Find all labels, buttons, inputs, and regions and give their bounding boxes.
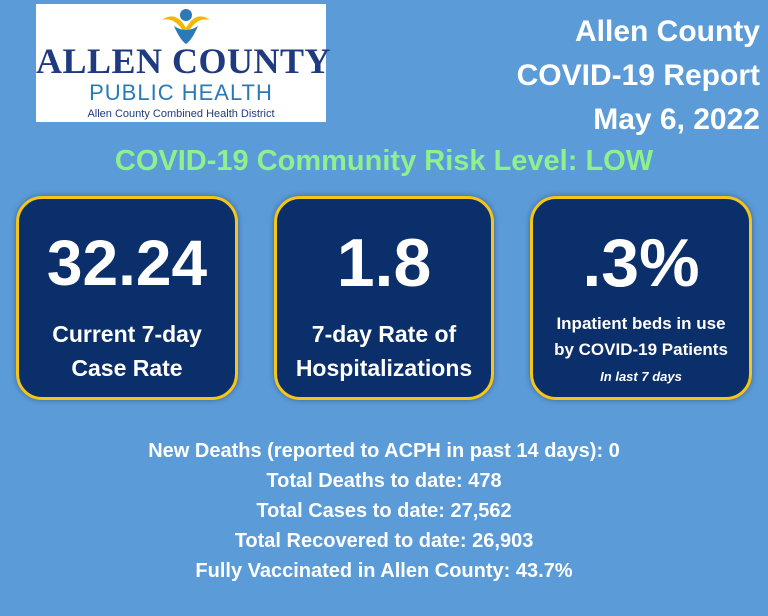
case-rate-label: Current 7-day Case Rate bbox=[23, 317, 231, 385]
hospitalization-rate-label: 7-day Rate of Hospitalizations bbox=[281, 317, 487, 385]
case-rate-label-line1: Current 7-day bbox=[52, 321, 202, 347]
hospitalization-label-line1: 7-day Rate of bbox=[311, 321, 457, 347]
case-rate-card: 32.24 Current 7-day Case Rate bbox=[16, 196, 238, 400]
stat-new-deaths: New Deaths (reported to ACPH in past 14 … bbox=[148, 440, 620, 462]
stat-total-deaths: Total Deaths to date: 478 bbox=[266, 470, 502, 492]
inpatient-beds-label: Inpatient beds in use by COVID-19 Patien… bbox=[537, 311, 745, 363]
hospitalization-label-line2: Hospitalizations bbox=[295, 355, 473, 381]
inpatient-label-line1: Inpatient beds in use bbox=[556, 314, 726, 333]
case-rate-label-line2: Case Rate bbox=[71, 355, 183, 381]
inpatient-beds-value: .3% bbox=[582, 225, 700, 301]
stat-fully-vaccinated: Fully Vaccinated in Allen County: 43.7% bbox=[195, 560, 573, 582]
report-county: Allen County bbox=[575, 15, 760, 48]
logo-subtitle: PUBLIC HEALTH bbox=[89, 80, 273, 105]
inpatient-beds-card: .3% Inpatient beds in use by COVID-19 Pa… bbox=[530, 196, 752, 400]
report-name: COVID-19 Report bbox=[516, 59, 760, 92]
summary-stats: New Deaths (reported to ACPH in past 14 … bbox=[0, 436, 768, 586]
report-title: Allen County COVID-19 Report May 6, 2022 bbox=[517, 10, 760, 142]
stat-total-cases: Total Cases to date: 27,562 bbox=[256, 500, 512, 522]
logo-name: ALLEN COUNTY bbox=[36, 41, 332, 81]
community-risk-level: COVID-19 Community Risk Level: LOW bbox=[114, 145, 654, 177]
hospitalization-rate-value: 1.8 bbox=[336, 225, 432, 301]
person-figure-icon bbox=[162, 9, 210, 44]
hospitalization-rate-card: 1.8 7-day Rate of Hospitalizations bbox=[274, 196, 494, 400]
stat-total-recovered: Total Recovered to date: 26,903 bbox=[234, 530, 534, 552]
report-date: May 6, 2022 bbox=[593, 103, 760, 136]
inpatient-beds-note: In last 7 days bbox=[600, 369, 682, 384]
health-district-logo: ALLEN COUNTY PUBLIC HEALTH Allen County … bbox=[36, 4, 332, 122]
logo-tagline: Allen County Combined Health District bbox=[87, 108, 275, 120]
inpatient-label-line2: by COVID-19 Patients bbox=[554, 340, 728, 359]
case-rate-value: 32.24 bbox=[46, 227, 208, 299]
